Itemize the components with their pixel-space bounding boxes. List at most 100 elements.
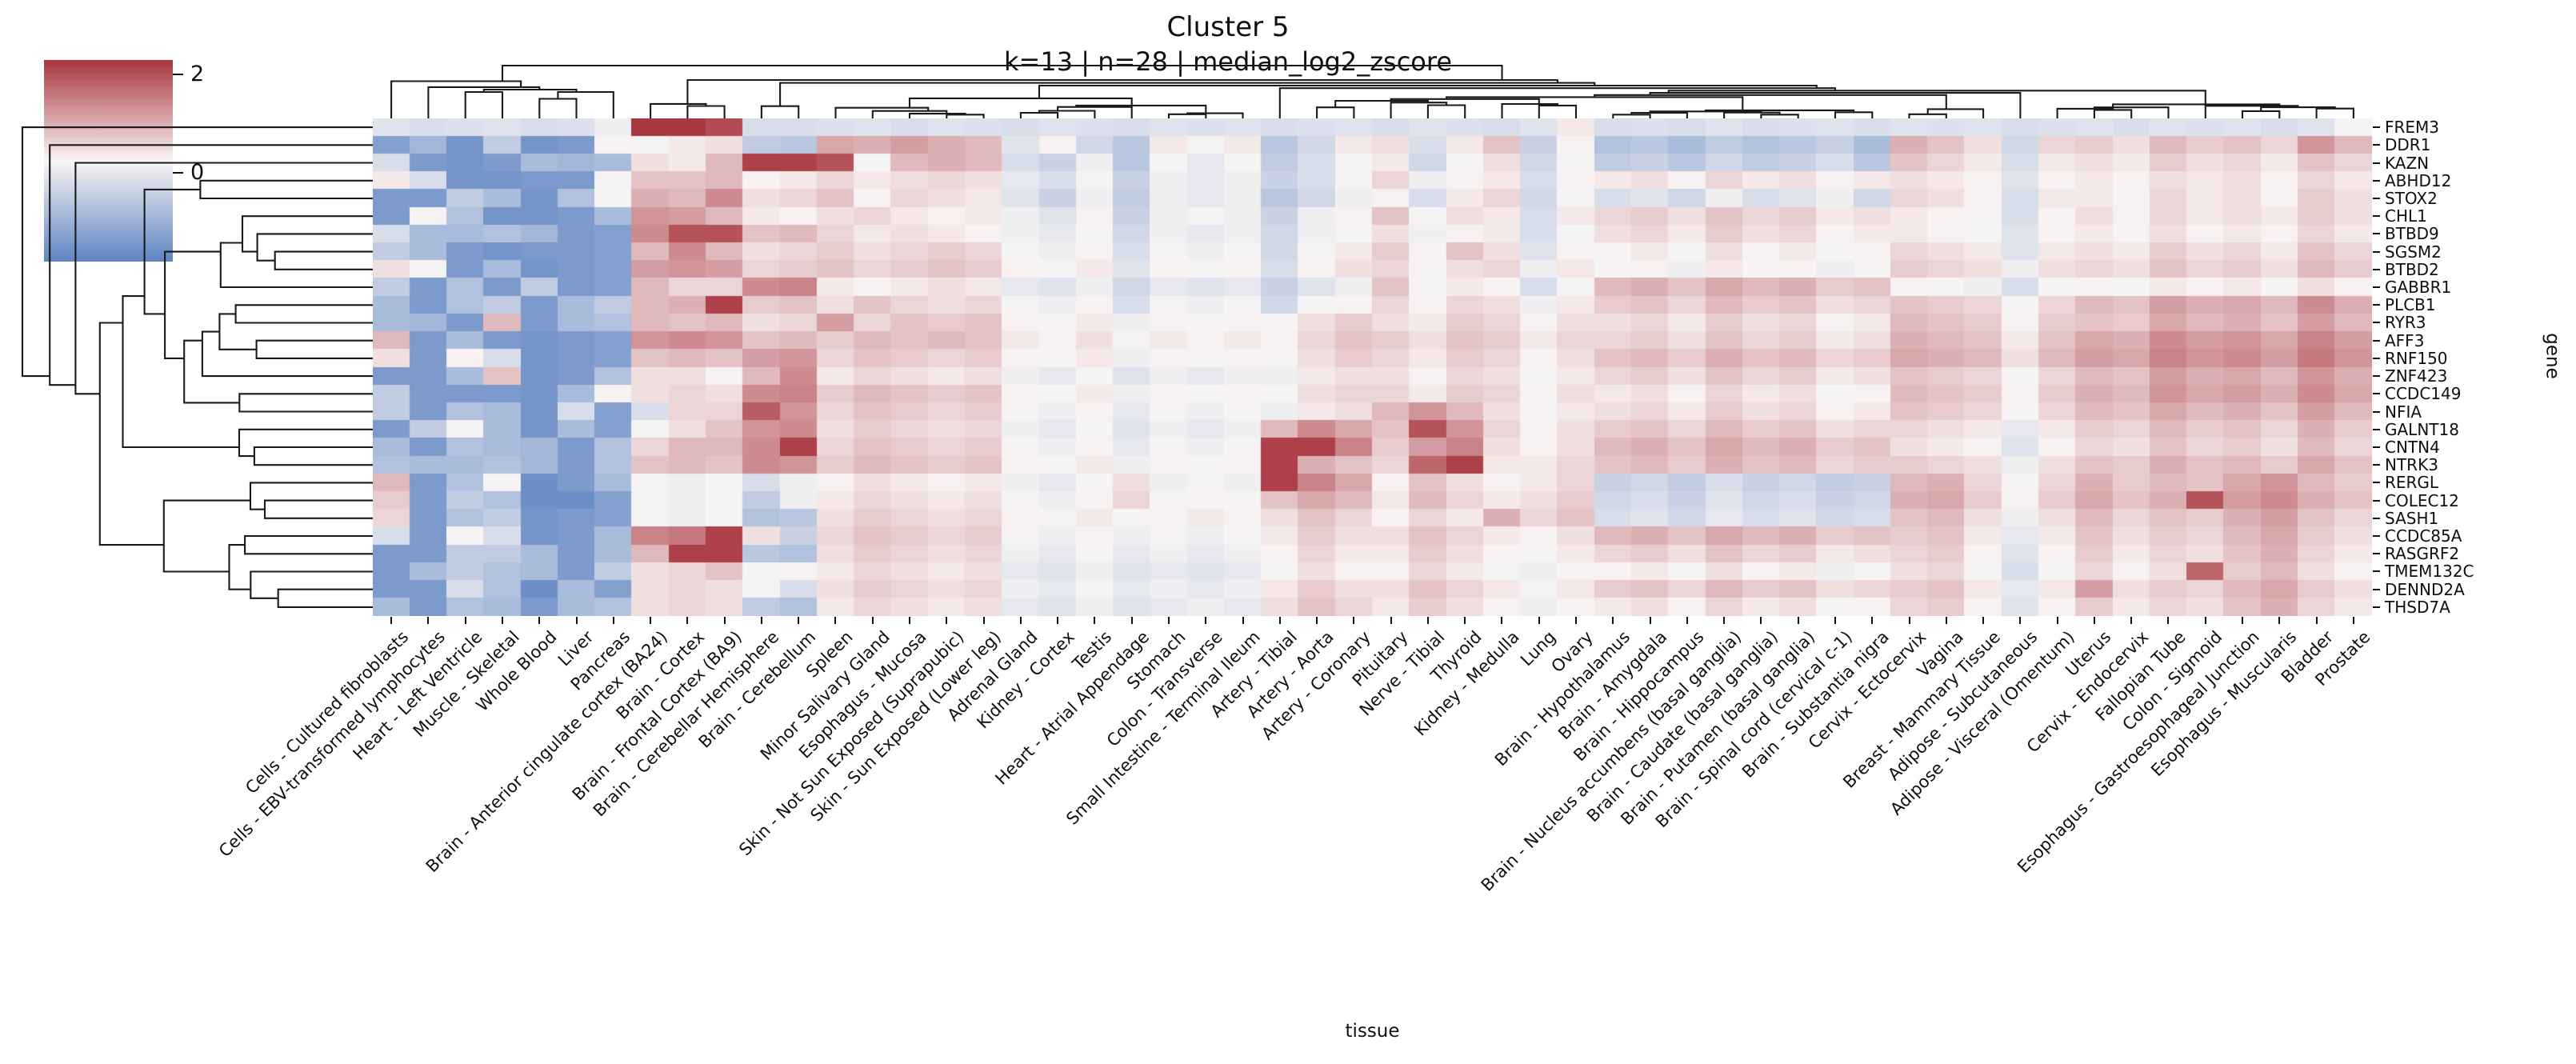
gene-label: RERGL [2385, 473, 2439, 493]
column-tick [686, 617, 689, 624]
column-tick [1094, 617, 1096, 624]
column-tick [1353, 617, 1355, 624]
row-tick [2373, 570, 2380, 573]
colorbar-gradient [44, 60, 173, 262]
column-tick [1612, 617, 1614, 624]
column-tick [1686, 617, 1688, 624]
row-tick [2373, 268, 2380, 270]
column-tick [1945, 617, 1947, 624]
column-tick [575, 617, 578, 624]
column-tick [464, 617, 466, 624]
column-tick [1057, 617, 1059, 624]
colorbar [44, 60, 173, 262]
column-tick [1871, 617, 1874, 624]
y-axis-title: gene [2542, 333, 2563, 379]
colorbar-tick-low [173, 172, 183, 174]
column-tick [798, 617, 800, 624]
gene-label: SASH1 [2385, 508, 2439, 528]
gene-label: RYR3 [2385, 313, 2426, 333]
gene-label: BTBD2 [2385, 259, 2439, 279]
gene-label: GALNT18 [2385, 419, 2459, 439]
row-tick [2373, 179, 2380, 182]
heatmap [373, 118, 2372, 616]
row-tick [2373, 250, 2380, 253]
gene-label: SGSM2 [2385, 242, 2442, 262]
column-tick [2278, 617, 2281, 624]
column-tick [1316, 617, 1318, 624]
column-tick [1760, 617, 1762, 624]
colorbar-tick-high [173, 74, 183, 76]
gene-label: KAZN [2385, 153, 2430, 173]
row-tick [2373, 588, 2380, 590]
gene-label: DENND2A [2385, 579, 2465, 599]
gene-label: BTBD9 [2385, 224, 2439, 244]
gene-label: ABHD12 [2385, 170, 2452, 190]
column-tick [946, 617, 948, 624]
row-tick [2373, 428, 2380, 430]
column-tick [1205, 617, 1207, 624]
row-tick [2373, 446, 2380, 448]
gene-label: ZNF423 [2385, 366, 2448, 386]
column-tick [1908, 617, 1910, 624]
column-tick [1834, 617, 1836, 624]
colorbar-tick-label-high: 2 [190, 62, 205, 87]
column-tick [2242, 617, 2244, 624]
column-tick [2352, 617, 2354, 624]
row-tick [2373, 393, 2380, 395]
column-tick [1723, 617, 1726, 624]
column-tick [538, 617, 541, 624]
column-tick [2019, 617, 2022, 624]
page-title: Cluster 5 [1166, 11, 1290, 43]
column-tick [1426, 617, 1429, 624]
column-tick [390, 617, 393, 624]
column-tick [2130, 617, 2133, 624]
gene-label: GABBR1 [2385, 278, 2452, 298]
column-tick [1242, 617, 1244, 624]
gene-label: AFF3 [2385, 330, 2425, 350]
column-tick [1019, 617, 1022, 624]
column-tick [612, 617, 614, 624]
gene-label: CCDC85A [2385, 526, 2462, 546]
column-tick [1390, 617, 1392, 624]
row-tick [2373, 375, 2380, 378]
gene-label: NFIA [2385, 402, 2422, 422]
column-tick [501, 617, 503, 624]
column-tick [1130, 617, 1133, 624]
gene-label: RASGRF2 [2385, 544, 2460, 564]
column-tick [760, 617, 762, 624]
row-tick [2373, 144, 2380, 146]
gene-label: DDR1 [2385, 135, 2431, 155]
row-tick [2373, 499, 2380, 502]
figure-subtitle: k=13 | n=28 | median_log2_zscore [1004, 46, 1452, 77]
column-tick [2167, 617, 2170, 624]
row-tick [2373, 286, 2380, 289]
row-tick [2373, 410, 2380, 413]
column-tick [909, 617, 911, 624]
gene-label: CNTN4 [2385, 437, 2440, 457]
column-tick [1501, 617, 1503, 624]
column-tick [2093, 617, 2095, 624]
row-tick [2373, 215, 2380, 218]
row-tick [2373, 197, 2380, 199]
row-tick [2373, 357, 2380, 359]
gene-label: RNF150 [2385, 348, 2448, 368]
column-tick [427, 617, 430, 624]
column-tick [1278, 617, 1281, 624]
gene-label: CHL1 [2385, 206, 2427, 226]
gene-label: FREM3 [2385, 118, 2440, 138]
column-tick [1649, 617, 1651, 624]
column-tick [1797, 617, 1799, 624]
gene-label: CCDC149 [2385, 384, 2462, 404]
gene-label: COLEC12 [2385, 490, 2459, 510]
row-tick [2373, 517, 2380, 519]
column-tick [1575, 617, 1578, 624]
gene-label: TMEM132C [2385, 562, 2474, 582]
gene-label: THSD7A [2385, 597, 2450, 617]
tissue-label: Cells - EBV-transformed lymphocytes [215, 627, 450, 862]
column-tick [2315, 617, 2318, 624]
column-tick [982, 617, 985, 624]
x-axis-title: tissue [1345, 1021, 1400, 1042]
column-tick [723, 617, 726, 624]
row-tick [2373, 535, 2380, 538]
gene-label: NTRK3 [2385, 455, 2438, 475]
